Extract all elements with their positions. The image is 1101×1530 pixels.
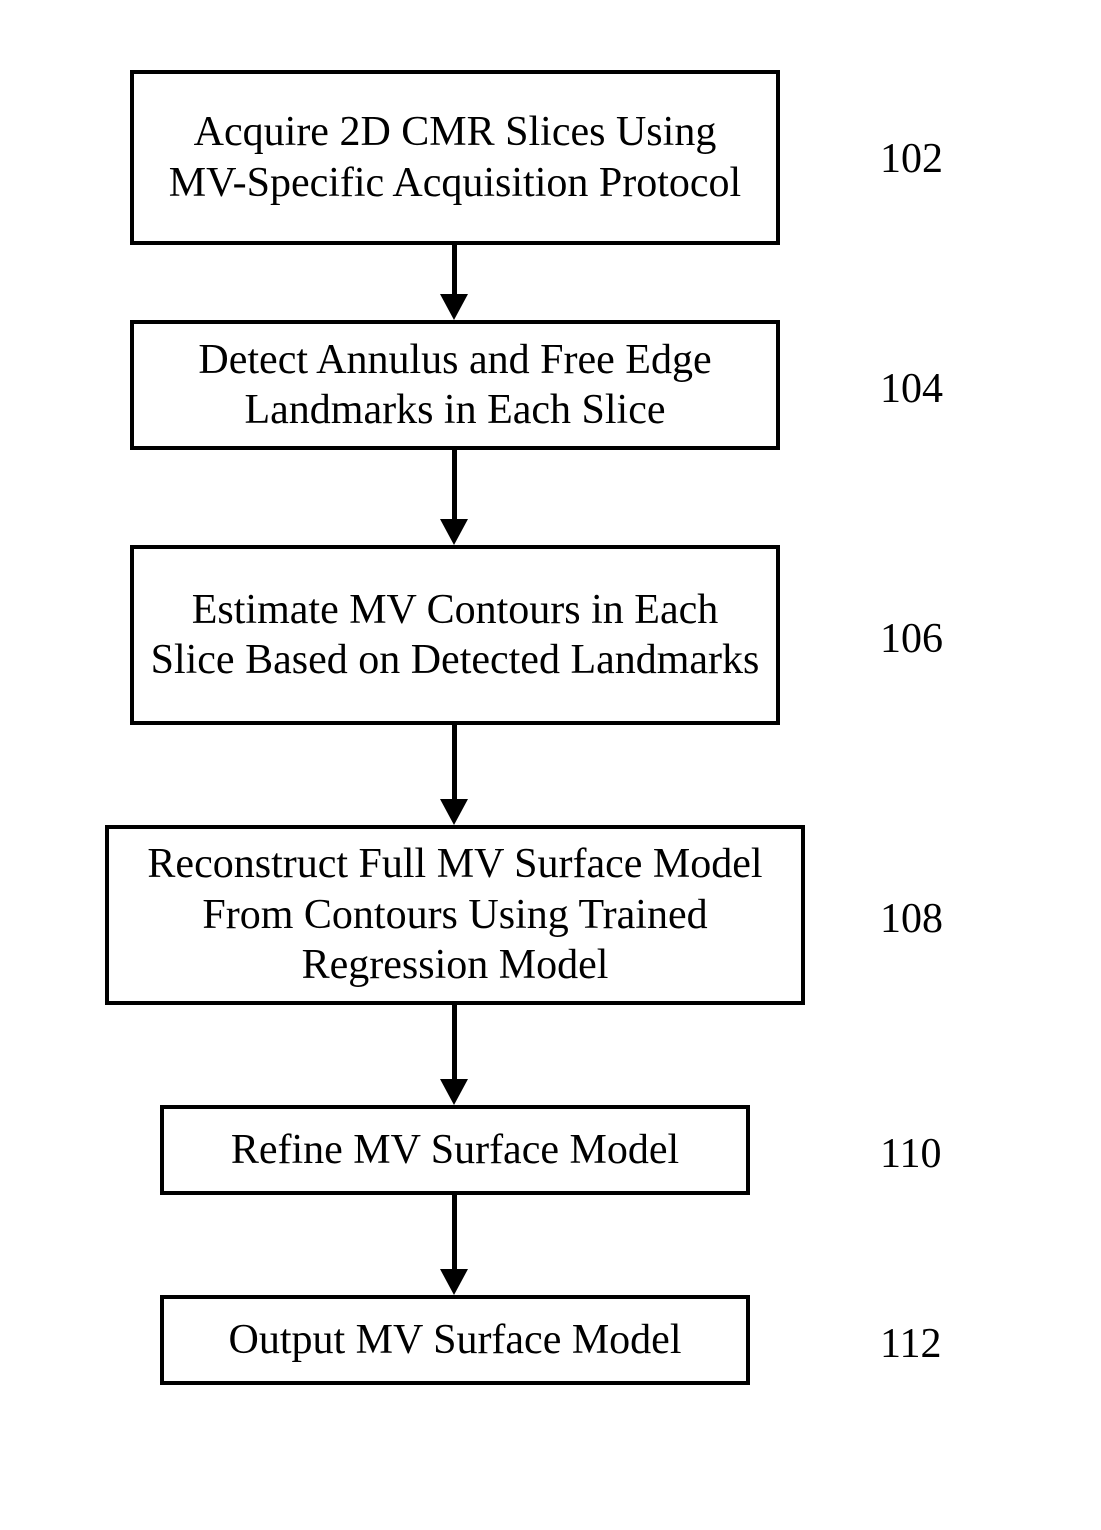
flow-node-104: Detect Annulus and Free Edge Landmarks i… <box>130 320 780 450</box>
flow-label-110: 110 <box>880 1130 941 1178</box>
arrow-head-icon <box>440 519 468 545</box>
arrow-line <box>452 725 457 799</box>
arrow-line <box>452 1195 457 1269</box>
flow-node-text: Detect Annulus and Free Edge Landmarks i… <box>150 335 760 436</box>
flow-label-106: 106 <box>880 615 943 663</box>
flow-node-112: Output MV Surface Model <box>160 1295 750 1385</box>
flow-label-102: 102 <box>880 135 943 183</box>
flow-node-110: Refine MV Surface Model <box>160 1105 750 1195</box>
flow-node-106: Estimate MV Contours in Each Slice Based… <box>130 545 780 725</box>
flowchart-canvas: Acquire 2D CMR Slices Using MV-Specific … <box>0 0 1101 1530</box>
flow-node-108: Reconstruct Full MV Surface Model From C… <box>105 825 805 1005</box>
arrow-head-icon <box>440 1079 468 1105</box>
flow-node-text: Reconstruct Full MV Surface Model From C… <box>125 839 785 990</box>
flow-label-112: 112 <box>880 1320 941 1368</box>
arrow-line <box>452 1005 457 1079</box>
arrow-line <box>452 245 457 294</box>
flow-label-104: 104 <box>880 365 943 413</box>
arrow-head-icon <box>440 294 468 320</box>
flow-node-102: Acquire 2D CMR Slices Using MV-Specific … <box>130 70 780 245</box>
arrow-line <box>452 450 457 519</box>
arrow-head-icon <box>440 1269 468 1295</box>
flow-node-text: Output MV Surface Model <box>229 1315 682 1365</box>
flow-node-text: Estimate MV Contours in Each Slice Based… <box>150 585 760 686</box>
flow-node-text: Acquire 2D CMR Slices Using MV-Specific … <box>150 107 760 208</box>
arrow-head-icon <box>440 799 468 825</box>
flow-node-text: Refine MV Surface Model <box>231 1125 679 1175</box>
flow-label-108: 108 <box>880 895 943 943</box>
